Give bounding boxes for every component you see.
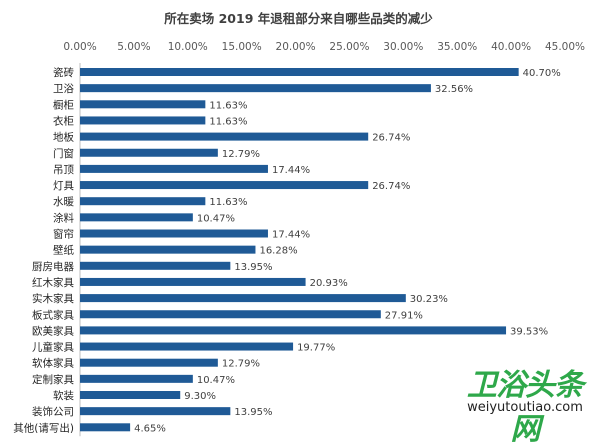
data-label: 12.79% <box>222 149 260 160</box>
data-label: 27.91% <box>385 310 423 321</box>
data-label: 11.63% <box>209 197 247 208</box>
data-label: 17.44% <box>272 165 310 176</box>
data-label: 20.93% <box>310 278 348 289</box>
data-label: 40.70% <box>523 68 561 79</box>
bar <box>80 310 381 319</box>
category-label: 定制家具 <box>32 373 74 386</box>
bar <box>80 84 431 93</box>
chart-title: 所在卖场 2019 年退租部分来自哪些品类的减少 <box>164 11 433 26</box>
category-label: 灯具 <box>53 180 74 192</box>
data-label: 32.56% <box>435 84 473 95</box>
category-label: 装饰公司 <box>32 405 74 418</box>
category-label: 其他(请写出) <box>13 421 74 434</box>
bar <box>80 391 181 399</box>
data-label: 26.74% <box>372 133 410 144</box>
bar <box>80 164 268 173</box>
data-label: 13.95% <box>234 262 272 273</box>
data-label: 10.47% <box>197 375 235 386</box>
data-label: 12.79% <box>222 359 260 370</box>
bar <box>80 277 306 286</box>
category-label: 瓷砖 <box>53 66 74 79</box>
data-label: 9.30% <box>184 391 216 402</box>
category-label: 地板 <box>53 131 74 144</box>
bar <box>80 326 507 335</box>
category-label: 壁纸 <box>53 244 74 257</box>
bar <box>80 245 256 254</box>
category-label: 衣柜 <box>53 114 74 127</box>
data-label: 39.53% <box>510 326 548 337</box>
bar <box>80 294 406 303</box>
watermark-url: weiyutoutiao.com <box>467 400 583 415</box>
data-label: 10.47% <box>197 213 235 224</box>
data-label: 17.44% <box>272 230 310 241</box>
x-tick-label: 45.00% <box>545 41 585 53</box>
bar <box>80 213 193 222</box>
x-tick-label: 15.00% <box>222 41 262 53</box>
category-label: 软体家具 <box>32 357 74 370</box>
category-label: 厨房电器 <box>32 260 74 273</box>
bar-chart: 0.00% 5.00% 10.00% 15.00% 20.00% 25.00% 30.00%… <box>13 41 585 437</box>
category-label: 涂料 <box>53 211 74 224</box>
bar <box>80 197 206 206</box>
category-label: 儿童家具 <box>32 341 74 354</box>
category-label: 实木家具 <box>32 292 74 305</box>
x-tick-label: 25.00% <box>329 41 369 53</box>
category-label: 欧美家具 <box>32 324 74 337</box>
bar <box>80 116 206 125</box>
bar <box>80 342 294 351</box>
bar <box>80 374 193 383</box>
category-label: 窗帘 <box>53 228 74 241</box>
data-label: 13.95% <box>234 407 272 418</box>
category-label: 门窗 <box>53 147 74 160</box>
category-label: 水暖 <box>53 195 74 208</box>
bar <box>80 423 131 432</box>
bar <box>80 132 369 141</box>
data-label: 26.74% <box>372 181 410 192</box>
bar <box>80 358 218 367</box>
x-tick-label: 40.00% <box>491 41 531 53</box>
category-label: 软装 <box>53 389 74 402</box>
data-label: 19.77% <box>297 343 335 354</box>
x-tick-label: 10.00% <box>168 41 208 53</box>
bar <box>80 407 231 416</box>
category-label: 吊顶 <box>53 164 74 176</box>
x-tick-label: 5.00% <box>117 41 150 53</box>
category-label: 橱柜 <box>53 98 74 111</box>
data-label: 16.28% <box>259 246 297 257</box>
watermark: 卫浴头条网 weiyutoutiao.com <box>460 360 590 447</box>
bar <box>80 68 519 76</box>
bar <box>80 148 218 157</box>
data-label: 4.65% <box>134 423 166 434</box>
data-label: 11.63% <box>209 100 247 111</box>
category-label: 红木家具 <box>32 276 74 289</box>
bar <box>80 261 231 270</box>
x-tick-label: 35.00% <box>437 41 477 53</box>
data-label: 30.23% <box>410 294 448 305</box>
x-tick-label: 30.00% <box>383 41 423 53</box>
x-tick-label: 20.00% <box>276 41 316 53</box>
category-label: 卫浴 <box>53 83 74 95</box>
bar <box>80 229 268 238</box>
category-label: 板式家具 <box>32 308 74 321</box>
x-tick-label: 0.00% <box>63 41 96 53</box>
bar <box>80 100 206 109</box>
bar <box>80 181 369 190</box>
data-label: 11.63% <box>209 116 247 127</box>
